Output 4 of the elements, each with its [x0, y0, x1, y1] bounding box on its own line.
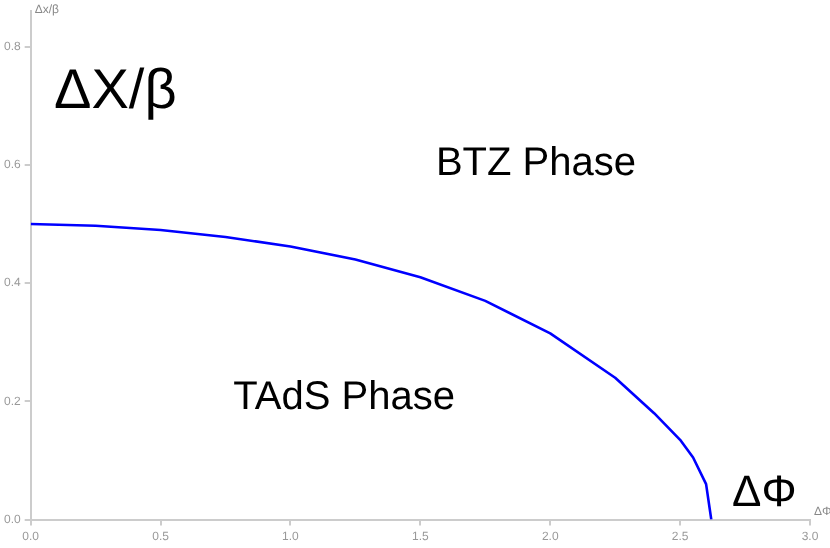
annotation: ΔX/β: [54, 57, 177, 120]
annotation: ΔΦ: [732, 466, 797, 517]
annotation: BTZ Phase: [435, 140, 637, 185]
annotation: TAdS Phase: [233, 374, 455, 419]
